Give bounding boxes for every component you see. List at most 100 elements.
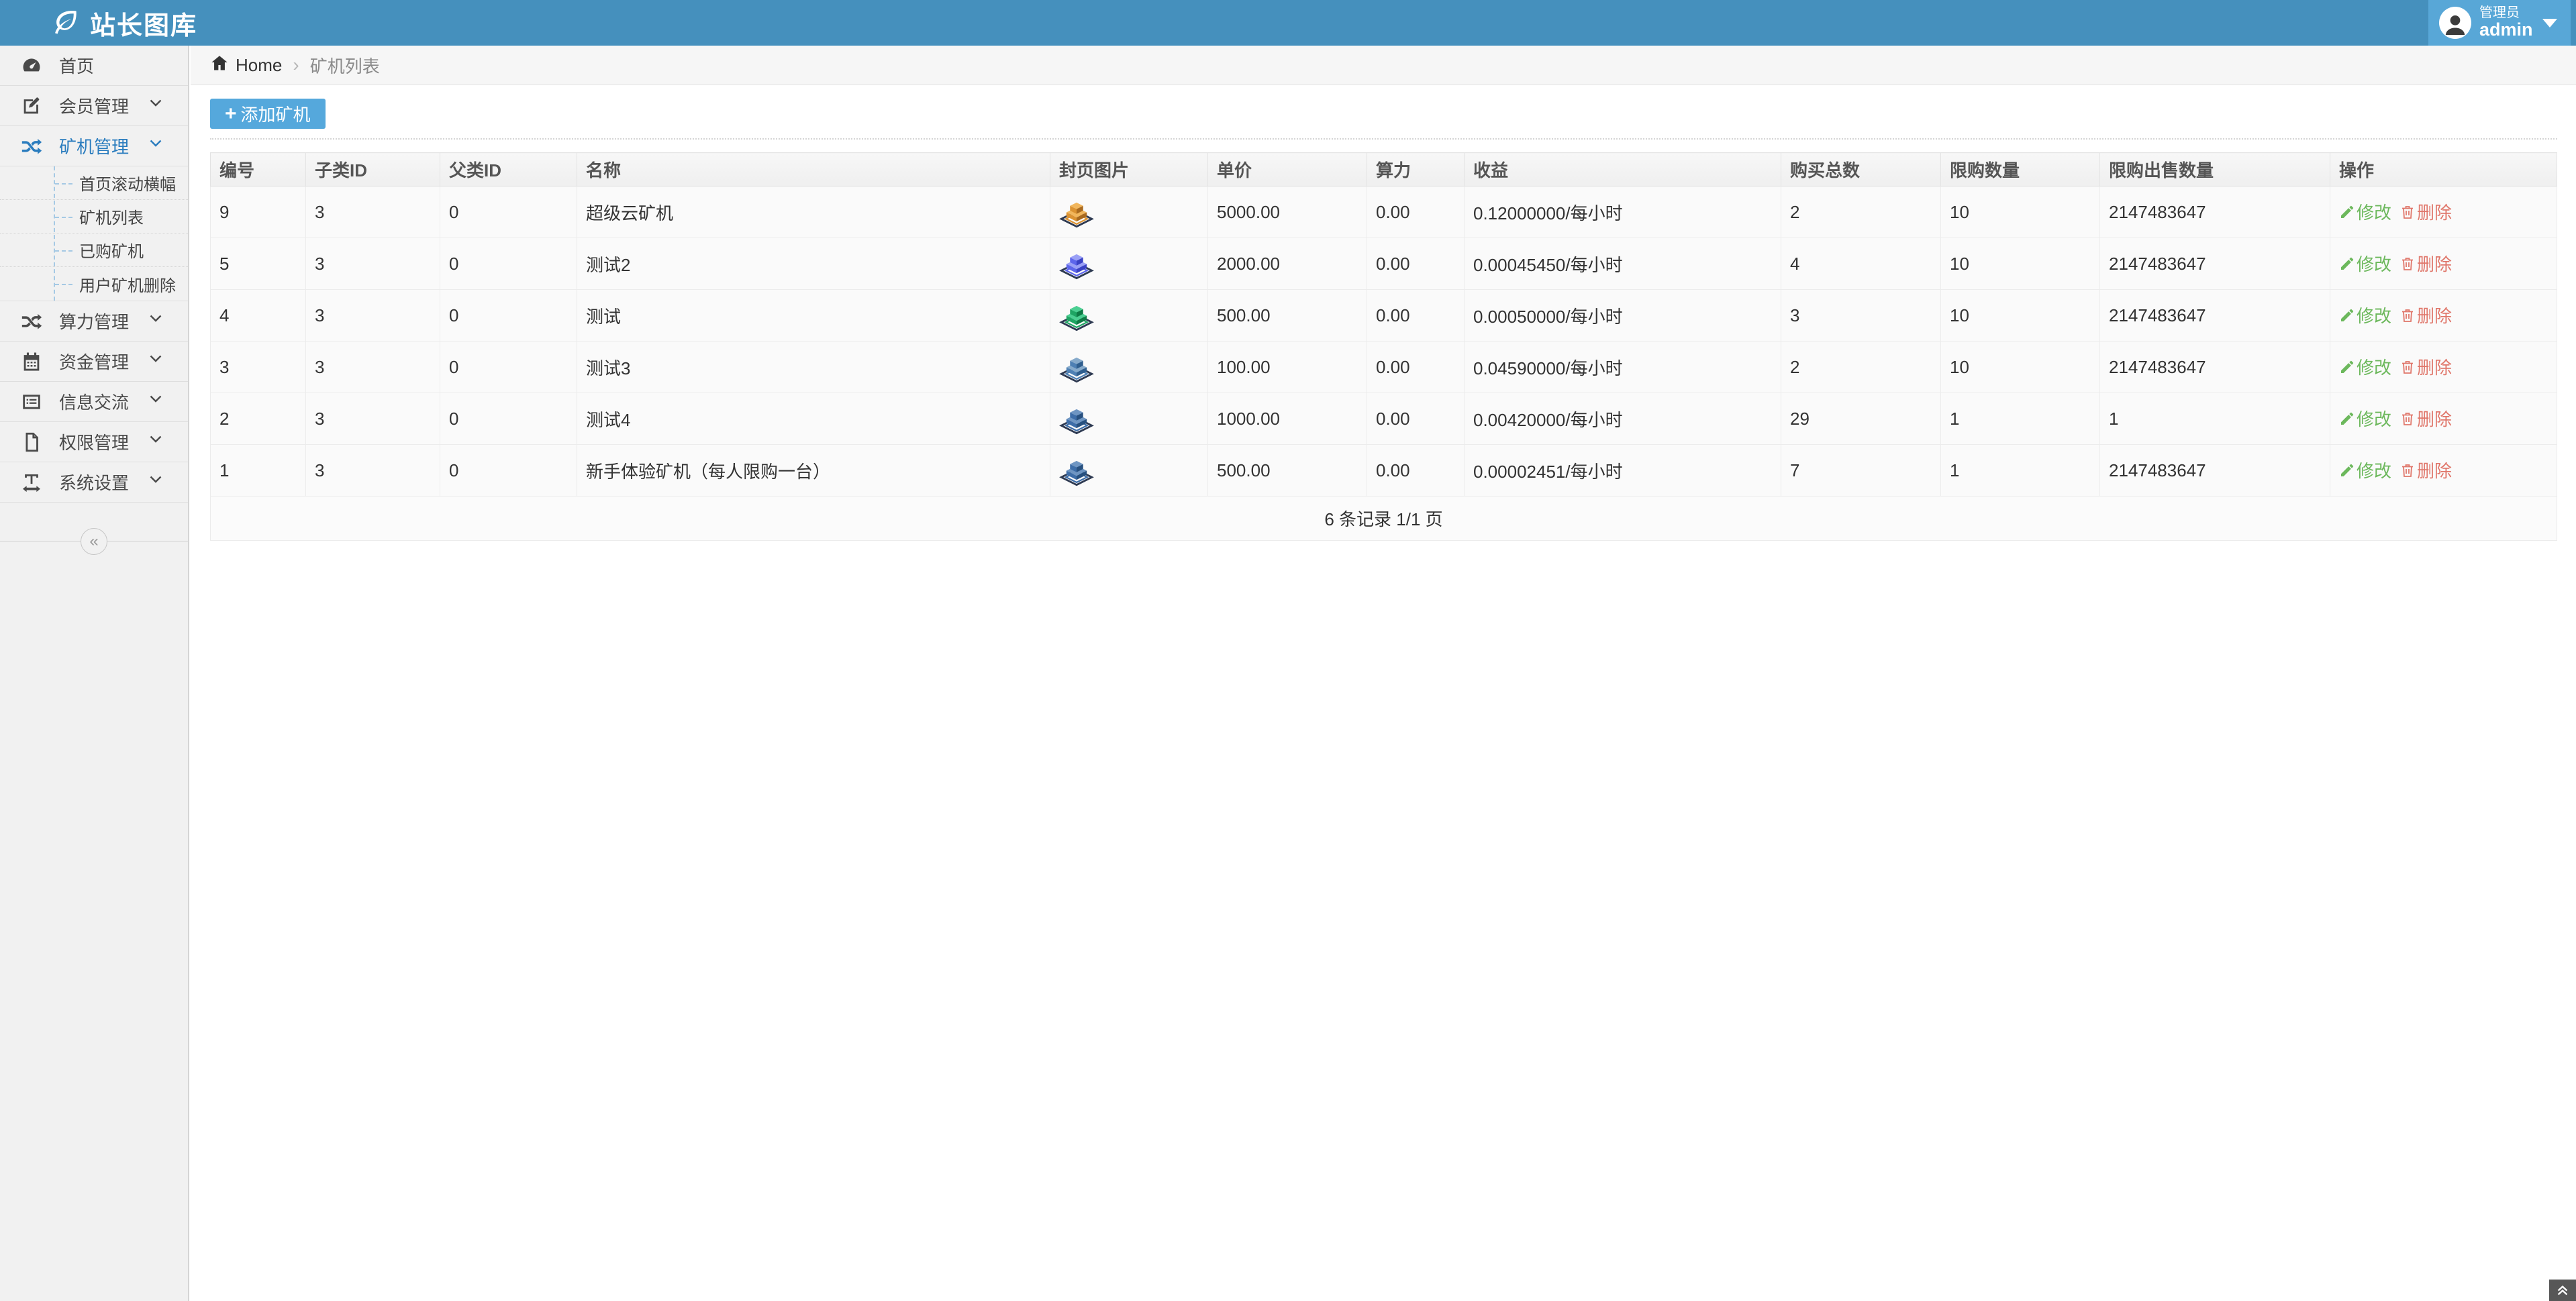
delete-link[interactable]: 删除 (2399, 406, 2452, 431)
cell-id: 2 (210, 393, 306, 445)
trash-icon (2402, 360, 2414, 374)
cell-sale-limit: 2147483647 (2099, 186, 2330, 238)
delete-link[interactable]: 删除 (2399, 251, 2452, 276)
sidebar-item-4[interactable]: 资金管理 (0, 342, 188, 382)
chevron-down-icon (148, 471, 170, 494)
cell-cover (1050, 238, 1208, 290)
caret-down-icon (2542, 18, 2557, 28)
cell-sub-id: 3 (305, 341, 440, 393)
user-name: admin (2479, 19, 2533, 40)
cell-price: 100.00 (1207, 341, 1367, 393)
shuffle-icon (20, 135, 43, 158)
cell-buy-limit: 10 (1940, 341, 2100, 393)
cell-name: 超级云矿机 (577, 186, 1050, 238)
sidebar-subitem-3[interactable]: 用户矿机删除 (0, 267, 188, 301)
sidebar-item-label: 首页 (59, 56, 95, 76)
sidebar-item-6[interactable]: 权限管理 (0, 422, 188, 462)
sidebar-subitem-0[interactable]: 首页滚动横幅 (0, 166, 188, 200)
column-header: 封页图片 (1050, 152, 1208, 187)
column-header: 操作 (2330, 152, 2557, 187)
cell-actions: 修改 删除 (2330, 186, 2557, 238)
sidebar-subitem-1[interactable]: 矿机列表 (0, 200, 188, 233)
delete-link[interactable]: 删除 (2399, 303, 2452, 327)
delete-link[interactable]: 删除 (2399, 458, 2452, 482)
sidebar-item-5[interactable]: 信息交流 (0, 382, 188, 422)
sidebar-subitem-2[interactable]: 已购矿机 (0, 233, 188, 267)
cell-power: 0.00 (1367, 238, 1465, 290)
cell-sale-limit: 2147483647 (2099, 341, 2330, 393)
column-header: 名称 (577, 152, 1050, 187)
cell-parent-id: 0 (440, 289, 577, 342)
miner-table: 编号 子类ID 父类ID 名称 封页图片 单价 算力 收益 购买总数 限购数量 限购出售数量 操作 9… (210, 152, 2557, 541)
edit-link[interactable]: 修改 (2339, 406, 2391, 431)
cell-price: 2000.00 (1207, 238, 1367, 290)
chevron-down-icon (148, 310, 170, 333)
avatar (2439, 7, 2471, 39)
sidebar-item-label: 系统设置 (59, 473, 130, 493)
cell-buy-limit: 1 (1940, 393, 2100, 445)
cell-sub-id: 3 (305, 289, 440, 342)
delete-link[interactable]: 删除 (2399, 354, 2452, 379)
app-title: 站长图库 (90, 11, 198, 40)
pencil-icon (2341, 257, 2354, 270)
delete-link[interactable]: 删除 (2399, 199, 2452, 224)
edit-link[interactable]: 修改 (2339, 251, 2391, 276)
miner-cover-image (1059, 460, 1094, 486)
edit-link[interactable]: 修改 (2339, 199, 2391, 224)
miner-cover-image (1059, 357, 1094, 383)
sidebar-submenu: 首页滚动横幅 矿机列表 已购矿机 用户矿机删除 (0, 166, 188, 301)
cell-sub-id: 3 (305, 393, 440, 445)
sidebar-item-label: 信息交流 (59, 393, 130, 413)
sidebar-item-label: 算力管理 (59, 312, 130, 332)
sidebar-item-3[interactable]: 算力管理 (0, 301, 188, 342)
cell-id: 4 (210, 289, 306, 342)
cell-buy-limit: 10 (1940, 289, 2100, 342)
dashboard-icon (20, 54, 43, 77)
edit-link[interactable]: 修改 (2339, 458, 2391, 482)
file-icon (20, 431, 43, 454)
sidebar-item-7[interactable]: 系统设置 (0, 462, 188, 503)
sidebar-collapse-button[interactable]: « (81, 528, 107, 555)
add-miner-button[interactable]: + 添加矿机 (210, 99, 326, 129)
list-icon (20, 391, 43, 413)
cell-cover (1050, 393, 1208, 445)
table-row: 5 3 0 测试2 2000.00 0.00 0.00045450/每小时 4 10 214748… (210, 238, 2557, 290)
user-menu[interactable]: 管理员 admin (2428, 0, 2571, 46)
cell-id: 9 (210, 186, 306, 238)
sidebar-item-label: 资金管理 (59, 352, 130, 372)
column-header: 收益 (1464, 152, 1781, 187)
cell-profit: 0.00002451/每小时 (1464, 444, 1781, 497)
divider (210, 138, 2557, 140)
trash-icon (2402, 464, 2414, 477)
chevron-down-icon (148, 391, 170, 413)
cell-bought: 2 (1781, 341, 1941, 393)
sidebar-item-1[interactable]: 会员管理 (0, 86, 188, 126)
cell-cover (1050, 186, 1208, 238)
cell-id: 1 (210, 444, 306, 497)
table-row: 3 3 0 测试3 100.00 0.00 0.04590000/每小时 2 10 2147483… (210, 341, 2557, 393)
edit-link[interactable]: 修改 (2339, 354, 2391, 379)
cell-bought: 7 (1781, 444, 1941, 497)
edit-link[interactable]: 修改 (2339, 303, 2391, 327)
cell-actions: 修改 删除 (2330, 289, 2557, 342)
sidebar-item-0[interactable]: 首页 (0, 46, 188, 86)
cell-sale-limit: 1 (2099, 393, 2330, 445)
pencil-icon (2341, 205, 2354, 218)
cell-sub-id: 3 (305, 186, 440, 238)
cell-actions: 修改 删除 (2330, 393, 2557, 445)
cell-bought: 2 (1781, 186, 1941, 238)
breadcrumb-home[interactable]: Home (236, 54, 283, 75)
sidebar-item-label: 权限管理 (59, 433, 130, 453)
cell-profit: 0.00045450/每小时 (1464, 238, 1781, 290)
back-to-top-button[interactable] (2549, 1280, 2576, 1301)
user-info: 管理员 admin (2479, 5, 2533, 40)
table-header-row: 编号 子类ID 父类ID 名称 封页图片 单价 算力 收益 购买总数 限购数量 限购出售数量 操作 (210, 152, 2557, 187)
cell-bought: 3 (1781, 289, 1941, 342)
sidebar-item-2[interactable]: 矿机管理 (0, 126, 188, 166)
column-header: 单价 (1207, 152, 1367, 187)
cell-sale-limit: 2147483647 (2099, 238, 2330, 290)
table-row: 9 3 0 超级云矿机 5000.00 0.00 0.12000000/每小时 2 10 2147… (210, 186, 2557, 238)
cell-actions: 修改 删除 (2330, 341, 2557, 393)
cell-power: 0.00 (1367, 444, 1465, 497)
column-header: 算力 (1367, 152, 1465, 187)
